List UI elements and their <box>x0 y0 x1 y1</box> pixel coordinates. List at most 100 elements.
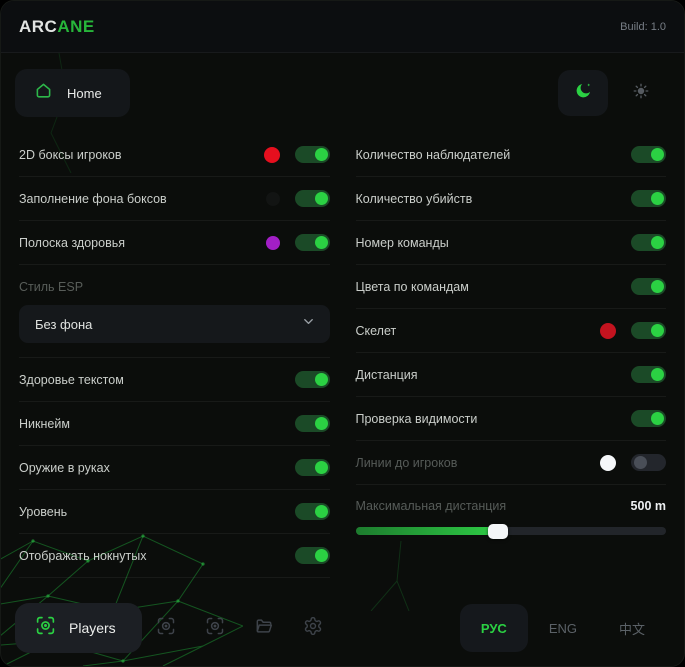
aim-tab-button[interactable] <box>142 603 191 653</box>
toggle-switch[interactable] <box>294 146 330 163</box>
max-distance-label: Максимальная дистанция <box>355 499 507 513</box>
toggle-switch[interactable] <box>631 322 666 339</box>
setting-row-distance: Дистанция <box>355 353 666 397</box>
chevron-down-icon <box>301 314 316 334</box>
toggle-knob <box>314 417 328 430</box>
setting-label: Линии до игроков <box>355 455 458 470</box>
left-settings-column: 2D боксы игроков Заполнение фона боксов … <box>19 133 330 578</box>
setting-label: Отображать нокнутых <box>19 548 147 563</box>
setting-row-weapon: Оружие в руках <box>19 446 330 490</box>
toggle-switch[interactable] <box>631 366 666 383</box>
toggle-switch[interactable] <box>631 454 666 471</box>
scan-eye-icon <box>205 616 225 641</box>
toggle-knob <box>651 368 664 381</box>
setting-row-box-fill: Заполнение фона боксов <box>19 177 330 221</box>
gear-icon <box>303 616 323 641</box>
home-button[interactable]: Home <box>15 69 130 117</box>
light-mode-button[interactable] <box>616 70 666 116</box>
toggle-switch[interactable] <box>631 146 666 163</box>
theme-switch <box>558 70 666 116</box>
setting-label: 2D боксы игроков <box>19 147 122 162</box>
max-distance-header: Максимальная дистанция 500 m <box>356 499 667 513</box>
language-cn-button[interactable]: 中文 <box>618 621 645 637</box>
toggle-switch[interactable] <box>294 547 330 564</box>
toggle-knob <box>314 461 328 474</box>
player-esp-icon <box>35 615 56 641</box>
color-swatch[interactable] <box>600 322 616 339</box>
max-distance-value: 500 m <box>630 499 666 513</box>
setting-label: Цвета по командам <box>355 279 469 294</box>
players-label: Players <box>69 620 116 636</box>
toggle-knob <box>314 373 328 386</box>
toggle-knob <box>634 456 647 469</box>
aim-esp-icon <box>156 616 176 641</box>
setting-label: Номер команды <box>355 235 449 250</box>
toggle-switch[interactable] <box>294 459 330 476</box>
max-distance-slider[interactable] <box>355 523 666 539</box>
settings-panel: 2D боксы игроков Заполнение фона боксов … <box>1 133 684 578</box>
dark-mode-button[interactable] <box>558 70 608 116</box>
toggle-knob <box>651 412 664 425</box>
logo-prefix: ARC <box>19 16 58 36</box>
toggle-switch[interactable] <box>294 503 330 520</box>
toggle-switch[interactable] <box>294 415 330 432</box>
toggle-switch[interactable] <box>631 190 666 207</box>
toggle-knob <box>651 280 664 293</box>
color-swatch[interactable] <box>600 454 616 471</box>
toggle-knob <box>314 505 328 518</box>
players-tab-button[interactable]: Players <box>15 603 142 653</box>
toggle-switch[interactable] <box>631 410 666 427</box>
setting-label: Проверка видимости <box>355 411 478 426</box>
bottom-nav: Players <box>15 603 338 653</box>
toggle-switch[interactable] <box>294 190 330 207</box>
settings-tab-button[interactable] <box>289 603 338 653</box>
toggle-switch[interactable] <box>631 234 666 251</box>
language-rus-button[interactable]: РУС <box>459 604 528 652</box>
toggle-knob <box>314 148 328 161</box>
setting-row-team-colors: Цвета по командам <box>355 265 666 309</box>
setting-label: Заполнение фона боксов <box>19 191 167 206</box>
setting-row-player-lines: Линии до игроков <box>355 441 666 485</box>
slider-fill <box>355 523 509 539</box>
toggle-knob <box>651 148 664 161</box>
setting-row-spectators: Количество наблюдателей <box>355 133 666 177</box>
app-logo: ARCANE <box>19 17 95 37</box>
toggle-knob <box>651 192 664 205</box>
bottom-bar: Players <box>15 603 666 653</box>
setting-row-2d-boxes: 2D боксы игроков <box>19 133 330 177</box>
toggle-knob <box>314 549 328 562</box>
slider-thumb[interactable] <box>488 523 509 539</box>
visuals-tab-button[interactable] <box>191 603 240 653</box>
color-swatch[interactable] <box>265 235 280 250</box>
toggle-switch[interactable] <box>294 371 330 388</box>
nav-row: Home <box>15 69 666 117</box>
folder-icon <box>254 616 274 641</box>
setting-label: Количество убийств <box>355 191 473 206</box>
setting-row-nickname: Никнейм <box>19 402 330 446</box>
home-label: Home <box>67 85 102 101</box>
home-icon <box>33 80 54 106</box>
toggle-knob <box>314 192 328 205</box>
configs-tab-button[interactable] <box>240 603 289 653</box>
setting-row-health-bar: Полоска здоровья <box>19 221 330 265</box>
setting-label: Уровень <box>19 504 68 519</box>
language-switch: РУС ENG 中文 <box>459 604 666 652</box>
setting-row-visibility-check: Проверка видимости <box>355 397 666 441</box>
setting-label: Дистанция <box>355 367 418 382</box>
build-version: Build: 1.0 <box>620 20 666 33</box>
toggle-switch[interactable] <box>294 234 330 251</box>
setting-label: Количество наблюдателей <box>355 147 511 162</box>
logo-suffix: ANE <box>57 16 95 36</box>
setting-row-kills: Количество убийств <box>355 177 666 221</box>
esp-style-dropdown[interactable]: Без фона <box>19 305 330 343</box>
toggle-knob <box>651 236 664 249</box>
divider <box>19 357 330 358</box>
moon-icon <box>574 81 593 105</box>
setting-label: Никнейм <box>19 416 70 431</box>
color-swatch[interactable] <box>263 146 280 163</box>
setting-row-skeleton: Скелет <box>355 309 666 353</box>
toggle-switch[interactable] <box>631 278 666 295</box>
color-swatch[interactable] <box>265 191 280 206</box>
setting-label: Полоска здоровья <box>19 235 125 250</box>
language-eng-button[interactable]: ENG <box>548 620 577 636</box>
